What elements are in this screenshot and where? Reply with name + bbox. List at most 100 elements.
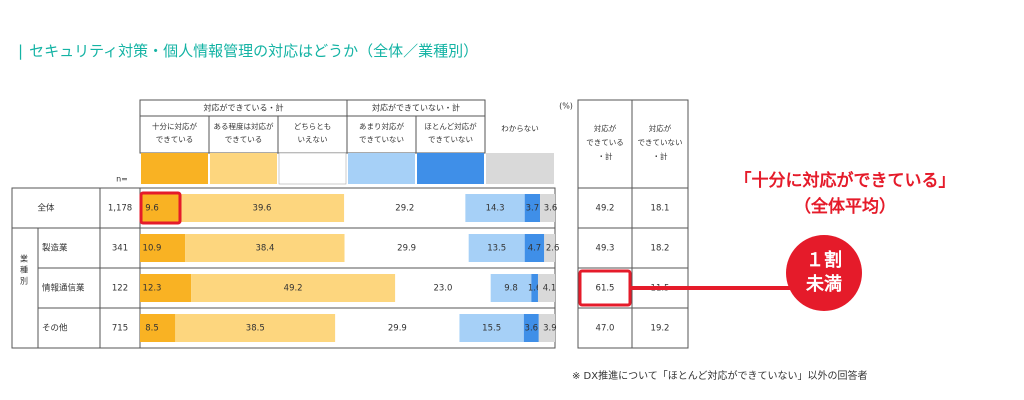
- legend-swatch-6: [486, 153, 554, 184]
- bar-segment-r3-s3: [395, 274, 491, 302]
- chart-title: | セキュリティ対策・個人情報管理の対応はどうか（全体／業種別）: [18, 40, 478, 61]
- summary-cannot-1: 18.1: [651, 204, 670, 214]
- summary-can-1: 49.2: [596, 204, 615, 214]
- bar-segment-r1-s5: [524, 194, 541, 222]
- bar-segment-r3-s5: [531, 274, 538, 302]
- bar-segment-r3-s1: [140, 274, 192, 302]
- bar-segment-r3-s6: [537, 274, 555, 302]
- legend-swatch-5: [417, 153, 484, 184]
- legend-swatch-1: [141, 153, 208, 184]
- group-label-char-2: 種: [20, 265, 28, 275]
- title-bar: |: [18, 42, 24, 60]
- data-label-r2-s3: 29.9: [397, 244, 416, 254]
- summary-table-border: [577, 99, 689, 349]
- bar-segment-r1-s3: [344, 194, 466, 222]
- data-label-r4-s3: 29.9: [388, 324, 407, 334]
- column-header-4: あまり対応ができていない: [359, 121, 404, 144]
- highlight-overall-full: [139, 191, 182, 225]
- bar-segment-r4-s2: [175, 314, 336, 342]
- group-header-can: 対応ができている・計: [204, 103, 284, 113]
- data-label-r4-s5: 3.6: [525, 324, 539, 334]
- legend-swatch-3: [278, 152, 347, 185]
- row-n-1: 1,178: [108, 204, 132, 214]
- bar-segment-r3-s4: [490, 274, 532, 302]
- footnote: ※ DX推進について「ほとんど対応ができていない」以外の回答者: [572, 371, 868, 382]
- column-header-5: ほとんど対応ができていない: [424, 121, 477, 144]
- bar-segment-r2-s5: [524, 234, 545, 262]
- bar-segment-r1-s2: [179, 194, 345, 222]
- data-label-r1-s1: 9.6: [145, 204, 159, 214]
- data-label-r2-s5: 4.7: [528, 244, 542, 254]
- row-label-4: その他: [42, 323, 68, 334]
- bar-segment-r1-s6: [540, 194, 555, 222]
- bar-segment-r1-s1: [140, 194, 180, 222]
- data-label-r1-s6: 3.6: [544, 204, 558, 214]
- callout-circle: １割 未満: [786, 235, 862, 311]
- bar-segment-r2-s6: [544, 234, 555, 262]
- data-label-r4-s2: 38.5: [246, 324, 265, 334]
- bar-segment-r2-s1: [140, 234, 186, 262]
- data-label-r3-s2: 49.2: [284, 284, 303, 294]
- column-header-3: どちらともいえない: [294, 122, 332, 144]
- column-header-2: ある程度は対応ができている: [214, 121, 274, 144]
- data-label-r3-s1: 12.3: [143, 284, 162, 294]
- data-label-r1-s5: 3.7: [526, 204, 540, 214]
- data-label-r1-s2: 39.6: [253, 204, 272, 214]
- bar-segment-r4-s3: [335, 314, 460, 342]
- bar-segment-r2-s3: [344, 234, 469, 262]
- row-n-4: 715: [112, 324, 128, 334]
- data-label-r4-s6: 3.9: [543, 324, 557, 334]
- column-header-1: 十分に対応ができている: [152, 121, 197, 144]
- summary-can-4: 47.0: [596, 324, 615, 334]
- column-header-cell-2: [208, 115, 279, 154]
- n-label: n=: [116, 175, 128, 184]
- data-label-r1-s3: 29.2: [395, 204, 414, 214]
- summary-cannot-2: 18.2: [651, 244, 670, 254]
- circle-line1: １割: [806, 250, 842, 271]
- data-label-r2-s4: 13.5: [487, 244, 506, 254]
- bar-segment-r4-s1: [140, 314, 176, 342]
- data-label-r2-s6: 2.6: [546, 244, 560, 254]
- column-header-6: わからない: [501, 124, 539, 133]
- data-label-r2-s2: 38.4: [255, 244, 274, 254]
- legend-swatch-2: [210, 153, 277, 184]
- summary-header-1: 対応ができている・計: [586, 123, 624, 161]
- column-header-cell-5: [415, 115, 486, 154]
- bar-segment-r4-s6: [538, 314, 555, 342]
- data-label-r1-s4: 14.3: [486, 204, 505, 214]
- data-label-r3-s4: 9.8: [504, 284, 518, 294]
- summary-can-3: 61.5: [596, 284, 615, 294]
- bar-segment-r1-s4: [465, 194, 525, 222]
- bar-segment-r4-s5: [523, 314, 539, 342]
- data-label-r4-s1: 8.5: [145, 324, 159, 334]
- row-label-2: 製造業: [42, 243, 68, 254]
- column-header-cell-3: [277, 115, 348, 154]
- data-label-r3-s5: 1.6: [528, 284, 542, 294]
- circle-line2: 未満: [806, 274, 842, 295]
- bar-segment-r3-s2: [191, 274, 396, 302]
- chart-title-text: セキュリティ対策・個人情報管理の対応はどうか（全体／業種別）: [29, 42, 479, 60]
- row-n-2: 341: [112, 244, 128, 254]
- row-label-1: 全体: [37, 203, 55, 214]
- bar-segment-r2-s4: [468, 234, 525, 262]
- callout-text: 「十分に対応ができている」 （全体平均）: [690, 168, 1000, 220]
- data-label-r3-s6: 4.1: [543, 284, 557, 294]
- bar-segment-r2-s2: [185, 234, 345, 262]
- group-header-cannot: 対応ができていない・計: [372, 103, 460, 113]
- callout-main: 「十分に対応ができている」: [734, 171, 956, 191]
- summary-header-2: 対応ができていない・計: [638, 123, 683, 161]
- row-n-3: 122: [112, 284, 128, 294]
- data-label-r3-s3: 23.0: [433, 284, 452, 294]
- summary-can-2: 49.3: [596, 244, 615, 254]
- bar-segment-r4-s4: [459, 314, 524, 342]
- unit-label: (%): [559, 102, 573, 111]
- row-label-3: 情報通信業: [42, 283, 85, 294]
- legend-swatch-4: [348, 153, 415, 184]
- summary-cannot-4: 19.2: [651, 324, 670, 334]
- group-label-char-3: 別: [20, 277, 28, 286]
- group-label-char-1: 業: [20, 254, 28, 264]
- data-label-r2-s1: 10.9: [143, 244, 162, 254]
- callout-sub: （全体平均）: [794, 197, 896, 217]
- data-label-r4-s4: 15.5: [482, 324, 501, 334]
